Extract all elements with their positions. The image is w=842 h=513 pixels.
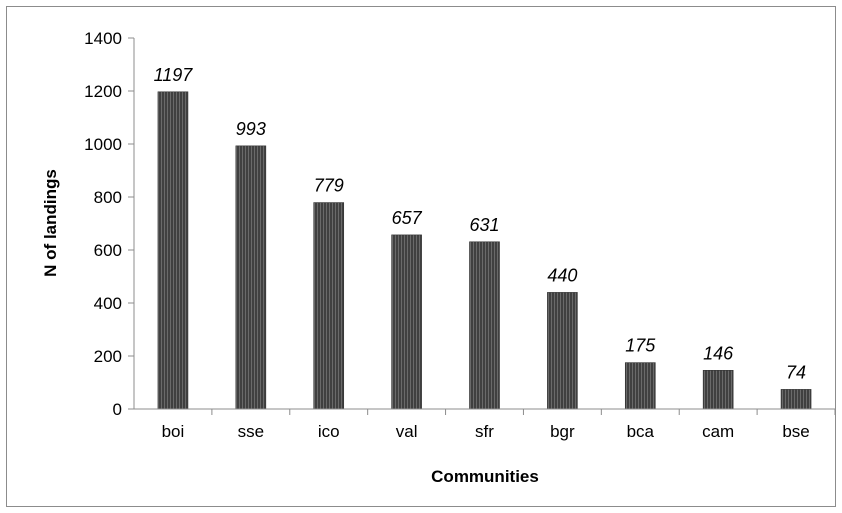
bar-val	[391, 234, 422, 410]
y-tick-label-200: 200	[94, 347, 122, 366]
x-tick-label-val: val	[396, 422, 418, 441]
x-tick-label-cam: cam	[702, 422, 734, 441]
x-axis-title: Communities	[431, 467, 539, 486]
data-label-sse: 993	[236, 119, 266, 139]
y-tick-label-1200: 1200	[84, 82, 122, 101]
x-tick-label-sfr: sfr	[475, 422, 494, 441]
data-label-ico: 779	[314, 176, 344, 196]
bar-bca	[624, 362, 656, 410]
bar-sfr	[469, 241, 500, 410]
data-label-bgr: 440	[547, 265, 577, 285]
y-tick-label-1400: 1400	[84, 29, 122, 48]
y-tick-label-1000: 1000	[84, 135, 122, 154]
bar-bse	[780, 389, 812, 410]
bar-bgr	[547, 292, 578, 410]
data-label-boi: 1197	[154, 65, 194, 85]
x-tick-label-ico: ico	[318, 422, 340, 441]
x-tick-label-boi: boi	[162, 422, 185, 441]
data-label-sfr: 631	[469, 215, 499, 235]
x-tick-label-bgr: bgr	[550, 422, 575, 441]
labels-layer: 1197 boi 993 sse 779 ico 657 val 631 sfr 440 bgr 175…	[84, 29, 810, 441]
bar-cam	[702, 370, 734, 410]
y-tick-label-800: 800	[94, 188, 122, 207]
x-tick-label-sse: sse	[238, 422, 264, 441]
y-tick-label-600: 600	[94, 241, 122, 260]
y-tick-label-400: 400	[94, 294, 122, 313]
y-tick-label-0: 0	[113, 400, 122, 419]
data-label-bca: 175	[625, 336, 656, 356]
axes-layer	[128, 37, 836, 415]
x-tick-label-bca: bca	[627, 422, 655, 441]
x-tick-label-bse: bse	[782, 422, 809, 441]
bar-boi	[157, 91, 189, 410]
data-label-val: 657	[392, 208, 423, 228]
bar-ico	[313, 202, 345, 410]
data-label-cam: 146	[703, 343, 734, 363]
y-axis-title: N of landings	[41, 169, 60, 277]
bar-sse	[235, 145, 267, 410]
data-label-bse: 74	[786, 362, 806, 382]
bars-layer	[157, 91, 812, 410]
